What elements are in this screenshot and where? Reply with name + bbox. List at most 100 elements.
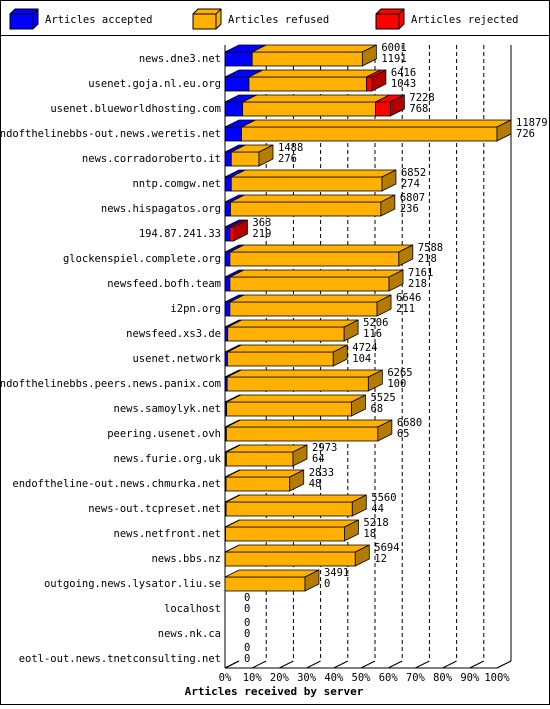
bar-front: [226, 452, 293, 466]
bar-segment: [227, 345, 347, 366]
bar-front: [230, 302, 377, 316]
row-label-accepted: 768: [409, 103, 428, 115]
bar-segment: [242, 120, 511, 141]
bar-front: [225, 302, 230, 316]
x-tick-label: 80%: [433, 672, 453, 684]
bar-front: [227, 352, 333, 366]
x-tick-label: 30%: [297, 672, 317, 684]
row-label-accepted: 68: [370, 403, 383, 415]
bar-top: [249, 70, 381, 77]
bar-front: [225, 227, 230, 241]
category-label: usenet.goja.nl.eu.org: [88, 78, 221, 90]
x-tick-label: 0%: [219, 672, 232, 684]
bar-segment: [227, 370, 382, 391]
bar-front: [252, 52, 362, 66]
x-tick-label: 10%: [243, 672, 263, 684]
category-label: newsfeed.xs3.de: [126, 328, 221, 340]
bar-front: [225, 152, 231, 166]
legend-swatch: [193, 9, 221, 29]
x-tick-label: 40%: [324, 672, 344, 684]
bar-top: [225, 570, 319, 577]
bar-front: [225, 102, 243, 116]
bar-segment: [252, 45, 376, 66]
bar-segment: [228, 320, 358, 341]
legend-label: Articles refused: [228, 14, 329, 26]
bar-top: [226, 520, 359, 527]
bar-top: [230, 270, 403, 277]
row-label-accepted: 1043: [391, 78, 416, 90]
category-label: news.netfront.net: [114, 528, 221, 540]
category-label: newsfeed.bofh.team: [107, 278, 221, 290]
bar-top: [231, 170, 396, 177]
bar-front: [231, 177, 382, 191]
category-label: endoftheline-out.news.chmurka.net: [12, 478, 221, 490]
category-label: eotl-out.news.tnetconsulting.net: [19, 653, 221, 665]
category-label: news-out.tcpreset.net: [88, 503, 221, 515]
category-label: 194.87.241.33: [139, 228, 221, 240]
bar-front: [225, 552, 355, 566]
bar-front: [225, 277, 230, 291]
bar-top: [230, 195, 394, 202]
row-label-accepted: 236: [400, 203, 419, 215]
bar-front: [230, 252, 399, 266]
row-label-accepted: 116: [363, 328, 382, 340]
row-label-accepted: 0: [244, 628, 250, 640]
row-label-accepted: 104: [352, 353, 371, 365]
row-label-accepted: 218: [418, 253, 437, 265]
bar-front: [225, 327, 228, 341]
category-label: news.furie.org.uk: [114, 453, 222, 465]
category-label: localhost: [164, 603, 221, 615]
bar-front: [225, 202, 230, 216]
bar-front: [225, 127, 242, 141]
x-tick-label: 70%: [406, 672, 426, 684]
row-label-accepted: 12: [374, 553, 387, 565]
category-label: endofthelinebbs.peers.news.panix.com: [0, 378, 221, 390]
category-label: i2pn.org: [170, 303, 221, 315]
category-label: news.nk.ca: [158, 628, 221, 640]
row-label-accepted: 48: [309, 478, 322, 490]
category-label: endofthelinebbs-out.news.weretis.net: [0, 128, 221, 140]
bar-top: [230, 245, 413, 252]
category-label: nntp.comgw.net: [132, 178, 221, 190]
row-label-accepted: 44: [371, 503, 384, 515]
x-tick-label: 100%: [484, 672, 510, 684]
bar-segment: [230, 270, 403, 291]
row-label-accepted: 1191: [381, 53, 406, 65]
bar-segment: [243, 95, 390, 116]
bar-front: [230, 227, 234, 241]
legend-swatch: [10, 9, 38, 29]
row-label-accepted: 64: [312, 453, 325, 465]
bar-top: [227, 345, 347, 352]
bar-front: [225, 177, 231, 191]
bar-front: [225, 52, 252, 66]
x-tick-label: 50%: [352, 672, 372, 684]
x-axis-title: Articles received by server: [185, 685, 364, 698]
x-tick-label: 60%: [379, 672, 399, 684]
bar-front: [227, 402, 352, 416]
category-label: news.samoylyk.net: [114, 403, 221, 415]
bar-segment: [230, 295, 391, 316]
row-label-accepted: 0: [244, 603, 250, 615]
bar-top: [227, 370, 382, 377]
bar-segment: [249, 70, 381, 91]
row-label-accepted: 276: [278, 153, 297, 165]
bar-segment: [226, 495, 366, 516]
bar-front: [243, 102, 376, 116]
category-label: peering.usenet.ovh: [107, 428, 221, 440]
row-label-accepted: 218: [408, 278, 427, 290]
bar-front: [249, 77, 367, 91]
row-label-accepted: 18: [363, 528, 376, 540]
row-label-accepted: 211: [396, 303, 415, 315]
category-label: outgoing.news.lysator.liu.se: [44, 578, 221, 590]
bar-front: [242, 127, 497, 141]
row-label-accepted: 274: [401, 178, 420, 190]
legend-label: Articles accepted: [45, 14, 152, 26]
bar-front: [226, 527, 345, 541]
bar-top: [243, 95, 390, 102]
bar-front: [226, 427, 378, 441]
bar-front: [230, 202, 380, 216]
row-label-accepted: 0: [324, 578, 330, 590]
row-label-accepted: 219: [252, 228, 271, 240]
category-label: news.bbs.nz: [151, 553, 221, 565]
bar-segment: [226, 520, 359, 541]
